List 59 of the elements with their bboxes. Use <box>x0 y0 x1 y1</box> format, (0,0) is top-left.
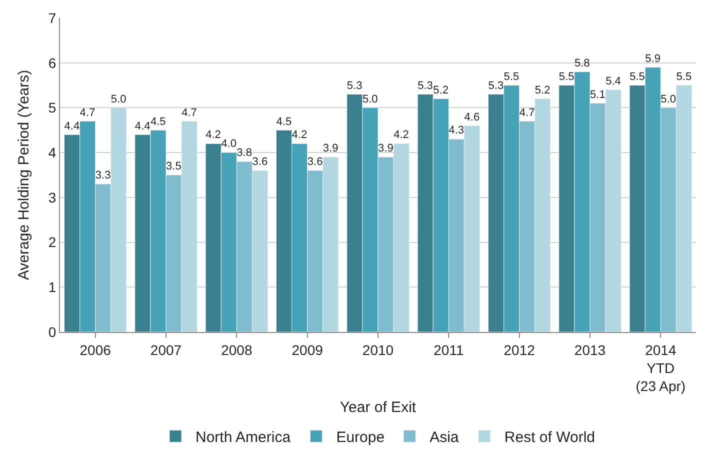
data-label: 5.3 <box>488 80 504 92</box>
y-tick-label: 6 <box>48 54 56 71</box>
data-label: 5.3 <box>418 80 433 92</box>
data-label: 4.3 <box>448 124 464 137</box>
x-tick-label: 2014 YTD (23 Apr) <box>636 342 686 394</box>
data-label: 4.7 <box>80 106 96 119</box>
legend-label: Asia <box>430 429 460 446</box>
data-label: 3.5 <box>166 160 182 173</box>
data-label: 3.9 <box>378 142 394 155</box>
y-tick-label: 0 <box>48 324 56 340</box>
data-label: 4.7 <box>182 106 197 119</box>
data-label: 3.3 <box>95 170 111 182</box>
data-label: 4.4 <box>64 120 80 132</box>
data-label: 3.6 <box>252 156 268 168</box>
y-axis-title: Average Holding Period (Years) <box>16 70 33 280</box>
legend-label: Rest of World <box>504 429 595 446</box>
data-label: 4.4 <box>134 120 150 132</box>
data-label: 3.9 <box>322 142 338 155</box>
y-tick-label: 1 <box>48 279 56 296</box>
data-label: 5.5 <box>558 70 574 83</box>
x-tick-label: 2007 <box>150 342 182 358</box>
data-label: 5.5 <box>504 70 520 83</box>
x-tick-label: 2011 <box>434 342 464 358</box>
x-axis-title: Year of Exit <box>340 399 417 416</box>
data-label: 5.5 <box>676 70 692 83</box>
data-label: 4.2 <box>394 129 409 142</box>
y-tick-label: 7 <box>48 10 56 26</box>
data-label: 4.2 <box>206 129 221 142</box>
data-label: 4.6 <box>464 111 480 124</box>
data-label: 5.0 <box>660 93 676 106</box>
data-label: 5.4 <box>606 75 621 88</box>
data-label: 3.6 <box>307 156 323 168</box>
x-tick-label: 2012 <box>504 342 536 358</box>
data-label: 4.0 <box>221 138 236 150</box>
x-tick-label: 2008 <box>221 342 252 358</box>
data-label: 5.9 <box>645 52 660 65</box>
data-label: 5.0 <box>110 93 126 106</box>
data-label: 5.2 <box>433 84 448 96</box>
x-tick-label: 2006 <box>80 342 112 358</box>
data-label: 5.3 <box>346 80 362 92</box>
x-tick-label: 2009 <box>292 342 324 358</box>
data-label: 3.8 <box>236 147 252 160</box>
data-label: 5.1 <box>590 88 606 101</box>
data-label: 5.5 <box>630 70 645 83</box>
y-tick-label: 5 <box>48 100 56 116</box>
x-tick-label: 2010 <box>362 342 394 358</box>
data-label: 5.2 <box>534 84 550 96</box>
x-tick-label: 2013 <box>574 342 606 358</box>
legend-label: Europe <box>336 429 385 446</box>
y-tick-label: 4 <box>48 144 56 160</box>
data-label: 4.5 <box>150 116 166 128</box>
data-label: 4.7 <box>519 106 535 119</box>
legend-label: North America <box>196 429 292 446</box>
data-label: 5.8 <box>574 57 590 70</box>
y-tick-label: 2 <box>48 234 56 250</box>
y-tick-label: 3 <box>48 189 56 206</box>
data-label: 4.5 <box>276 116 292 128</box>
data-label: 4.2 <box>292 129 308 142</box>
data-label: 5.0 <box>362 93 378 106</box>
